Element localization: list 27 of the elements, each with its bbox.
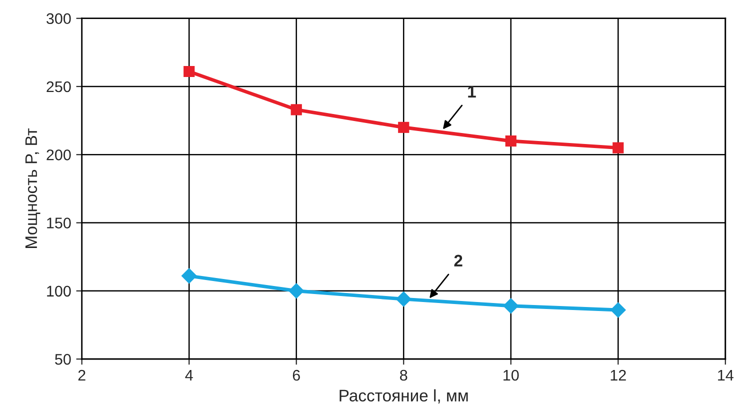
x-tick-label: 6 [292, 370, 300, 381]
point [181, 268, 197, 284]
annotation: 2 [454, 254, 462, 266]
x-tick-label: 12 [610, 370, 626, 381]
annotation: 1 [468, 86, 476, 98]
y-axis-title: Мощность P, Вт [25, 128, 40, 248]
point [396, 291, 412, 307]
y-tick-label: 300 [46, 13, 71, 24]
point [288, 283, 304, 299]
point [610, 302, 626, 318]
point [505, 135, 516, 147]
y-tick-label: 50 [55, 354, 71, 365]
y-tick-label: 100 [47, 286, 71, 297]
x-tick-label: 10 [504, 370, 519, 381]
y-tick-label: 250 [46, 81, 71, 92]
point [398, 122, 410, 133]
x-tick-label: 8 [400, 370, 408, 381]
x-tick-label: 14 [718, 370, 734, 381]
point [290, 104, 302, 116]
x-tick-label: 4 [185, 370, 193, 381]
x-tick-label: 2 [78, 370, 86, 381]
x-axis-title: Расстояние l, мм [340, 389, 468, 404]
y-tick-label: 200 [46, 150, 71, 160]
y-tick-label: 150 [47, 218, 71, 228]
point [503, 298, 519, 314]
point [612, 142, 624, 154]
point [184, 66, 195, 78]
